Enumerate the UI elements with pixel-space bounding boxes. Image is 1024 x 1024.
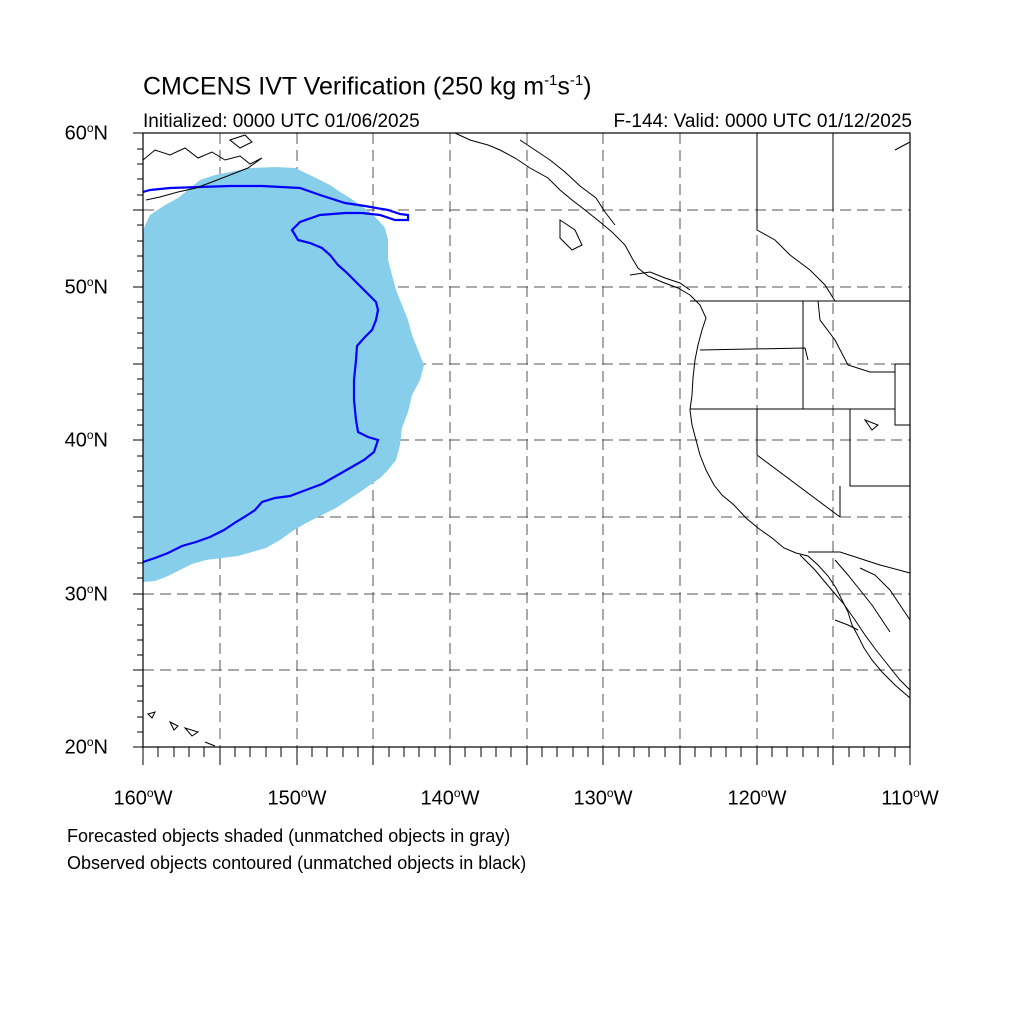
- lon-label-130w: 130oW: [573, 786, 633, 810]
- valid-label: F-144: Valid: 0000 UTC 01/12/2025: [613, 111, 912, 132]
- axis-ticks: [133, 132, 911, 765]
- lat-label-50: 50oN: [64, 275, 108, 299]
- map-title: CMCENS IVT Verification (250 kg m-1s-1): [143, 72, 592, 101]
- lat-label-20: 20oN: [64, 735, 108, 759]
- lat-label-30: 30oN: [64, 582, 108, 606]
- lon-label-110w: 110oW: [881, 786, 939, 810]
- title-mid: s: [557, 72, 570, 101]
- lon-label-140w: 140oW: [420, 786, 480, 810]
- observed-object-contour: [142, 184, 410, 564]
- title-exp2: -1: [569, 72, 584, 89]
- forecast-note: Forecasted objects shaded (unmatched obj…: [67, 826, 511, 846]
- title-exp1: -1: [544, 72, 558, 89]
- title-end: ): [583, 72, 592, 101]
- observed-note: Observed objects contoured (unmatched ob…: [67, 853, 527, 873]
- lon-label-160w: 160oW: [113, 786, 173, 810]
- lon-label-120w: 120oW: [727, 786, 787, 810]
- forecast-object-shaded: [143, 167, 424, 582]
- initialized-label: Initialized: 0000 UTC 01/06/2025: [143, 111, 420, 132]
- lat-label-40: 40oN: [64, 428, 108, 452]
- grid-lines: [143, 133, 910, 747]
- lat-label-60: 60oN: [64, 121, 108, 145]
- title-main: CMCENS IVT Verification (250 kg m: [143, 72, 545, 101]
- coastlines: [142, 132, 911, 747]
- lon-label-150w: 150oW: [267, 786, 327, 810]
